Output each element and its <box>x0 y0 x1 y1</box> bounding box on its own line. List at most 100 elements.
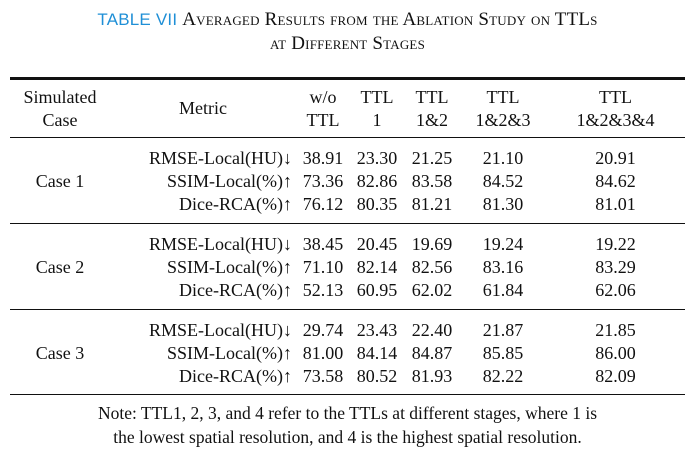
best-value-cell: 81.30 <box>482 194 524 214</box>
value-cell: 21.10 <box>482 148 524 168</box>
header-ttl-1-2-3-4: TTL 1&2&3&4 <box>576 86 655 130</box>
results-table: Simulated Case Metric w/o TTL TTL 1 TTL … <box>10 80 685 395</box>
value-cell: 73.58 <box>302 366 344 386</box>
table-caption: TABLE VII Averaged Results from the Abla… <box>0 8 695 56</box>
table-row: SSIM-Local(%)↑ 81.00 84.14 84.87 85.85 86.00 <box>10 342 685 365</box>
value-cell: 84.14 <box>356 343 398 363</box>
group-spacer-cell <box>10 302 685 309</box>
metric-label: SSIM-Local(%)↑ <box>167 343 292 363</box>
metric-label: Dice-RCA(%)↑ <box>179 194 292 214</box>
caption-title: Averaged Results from the Ablation Study… <box>182 9 598 30</box>
value-cell: 83.16 <box>482 257 524 277</box>
header-wo-ttl: w/o TTL <box>306 86 340 130</box>
value-cell: 71.10 <box>302 257 344 277</box>
value-cell: 82.14 <box>356 257 398 277</box>
value-cell: 83.58 <box>411 171 453 191</box>
group-spacer-cell <box>10 309 685 319</box>
value-cell: 84.52 <box>482 171 524 191</box>
value-cell: 21.87 <box>482 320 524 340</box>
table-row: SSIM-Local(%)↑ 73.36 82.86 83.58 84.52 84.62 <box>10 170 685 193</box>
group-spacer <box>10 302 685 309</box>
table-row: Case 3 RMSE-Local(HU)↓ 29.74 23.43 22.40 21.8… <box>10 319 685 363</box>
group-spacer <box>10 137 685 147</box>
header-row: Simulated Case Metric w/o TTL TTL 1 TTL … <box>10 80 685 137</box>
group-rule-2 <box>10 309 685 310</box>
value-cell: 23.30 <box>356 148 398 168</box>
value-cell: 82.09 <box>595 366 636 386</box>
best-value-cell: 20.91 <box>595 148 636 168</box>
group-spacer <box>10 223 685 233</box>
value-cell: 20.45 <box>356 234 398 254</box>
metric-label: RMSE-Local(HU)↓ <box>149 320 292 340</box>
header-simulated-case: Simulated Case <box>23 86 97 130</box>
table-row: SSIM-Local(%)↑ 71.10 82.14 82.56 83.16 83.29 <box>10 256 685 279</box>
value-cell: 60.95 <box>356 280 398 300</box>
value-cell: 81.21 <box>411 194 453 214</box>
case-label: Case 3 <box>35 343 85 363</box>
header-rule <box>10 137 685 138</box>
group-spacer <box>10 309 685 319</box>
table-body: Case 1 RMSE-Local(HU)↓ 38.91 23.30 21.25 21.1… <box>10 137 685 395</box>
table-note: Note: TTL1, 2, 3, and 4 refer to the TTL… <box>10 401 685 449</box>
best-value-cell: 19.22 <box>595 234 636 254</box>
best-value-cell: 86.00 <box>595 343 636 363</box>
value-cell: 80.35 <box>356 194 398 214</box>
best-value-cell: 21.85 <box>595 320 636 340</box>
note-line-2: the lowest spatial resolution, and 4 is … <box>113 427 582 447</box>
table-row: Dice-RCA(%)↑ 73.58 80.52 81.93 82.22 82.09 <box>10 365 685 388</box>
best-value-cell: 62.06 <box>595 280 636 300</box>
caption-label: TABLE VII <box>97 10 178 29</box>
bottom-rule <box>10 394 685 395</box>
value-cell: 61.84 <box>482 280 524 300</box>
metric-label: RMSE-Local(HU)↓ <box>149 234 292 254</box>
case-label: Case 2 <box>35 257 85 277</box>
case-label: Case 1 <box>35 171 85 191</box>
group-rule-1 <box>10 223 685 224</box>
value-cell: 29.74 <box>302 320 344 340</box>
metric-label: SSIM-Local(%)↑ <box>167 171 292 191</box>
group-spacer-cell <box>10 137 685 147</box>
group-spacer <box>10 388 685 395</box>
value-cell: 52.13 <box>302 280 344 300</box>
value-cell: 76.12 <box>302 194 344 214</box>
value-cell: 22.40 <box>411 320 453 340</box>
group-spacer-cell <box>10 223 685 233</box>
value-cell: 81.93 <box>411 366 453 386</box>
value-cell: 81.01 <box>595 194 636 214</box>
value-cell: 38.91 <box>302 148 344 168</box>
header-ttl-1: TTL 1 <box>360 86 394 130</box>
value-cell: 73.36 <box>302 171 344 191</box>
header-metric: Metric <box>179 98 227 118</box>
group-spacer-cell <box>10 216 685 223</box>
caption-line-2: at Different Stages <box>270 33 425 54</box>
header-ttl-1-2: TTL 1&2 <box>415 86 449 130</box>
caption-line-1: TABLE VII Averaged Results from the Abla… <box>0 8 695 32</box>
value-cell: 80.52 <box>356 366 398 386</box>
metric-label: SSIM-Local(%)↑ <box>167 257 292 277</box>
value-cell: 21.25 <box>411 148 453 168</box>
table-row: Dice-RCA(%)↑ 76.12 80.35 81.21 81.30 81.01 <box>10 193 685 216</box>
value-cell: 62.02 <box>411 280 453 300</box>
table-row: Dice-RCA(%)↑ 52.13 60.95 62.02 61.84 62.06 <box>10 279 685 302</box>
table-row: Case 1 RMSE-Local(HU)↓ 38.91 23.30 21.25 21.1… <box>10 147 685 191</box>
metric-label: Dice-RCA(%)↑ <box>179 280 292 300</box>
value-cell: 19.24 <box>482 234 524 254</box>
value-cell: 19.69 <box>411 234 453 254</box>
value-cell: 23.43 <box>356 320 398 340</box>
note-line-1: Note: TTL1, 2, 3, and 4 refer to the TTL… <box>97 403 598 423</box>
value-cell: 84.87 <box>411 343 453 363</box>
metric-label: RMSE-Local(HU)↓ <box>149 148 292 168</box>
metric-label: Dice-RCA(%)↑ <box>179 366 292 386</box>
best-value-cell: 82.22 <box>482 366 524 386</box>
group-spacer-cell <box>10 388 685 395</box>
value-cell: 82.86 <box>356 171 398 191</box>
table-row: Case 2 RMSE-Local(HU)↓ 38.45 20.45 19.69 19.2… <box>10 233 685 277</box>
best-value-cell: 84.62 <box>595 171 636 191</box>
value-cell: 82.56 <box>411 257 453 277</box>
value-cell: 85.85 <box>482 343 524 363</box>
header-ttl-1-2-3: TTL 1&2&3 <box>475 86 531 130</box>
value-cell: 81.00 <box>302 343 344 363</box>
value-cell: 38.45 <box>302 234 344 254</box>
group-spacer <box>10 216 685 223</box>
top-rule <box>10 77 685 80</box>
